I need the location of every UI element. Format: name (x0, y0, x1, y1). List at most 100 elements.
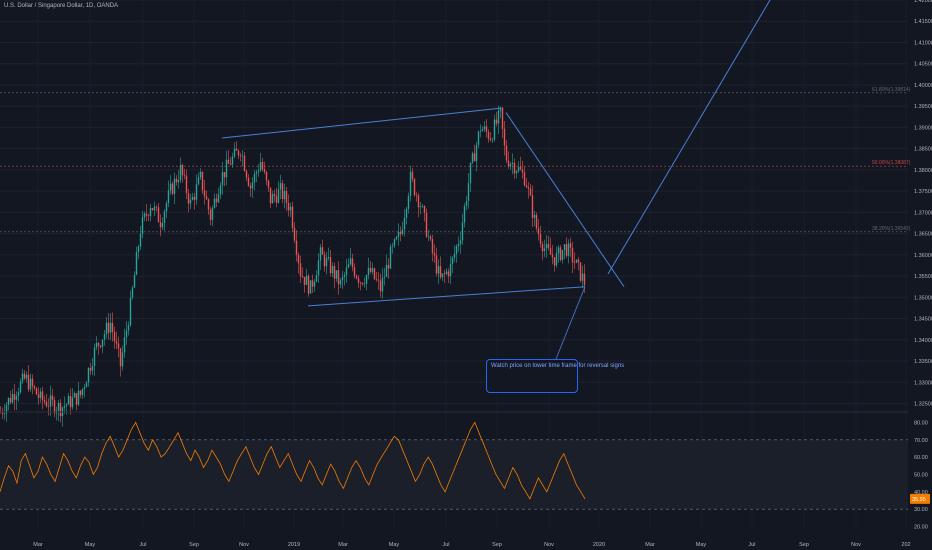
candle[interactable] (299, 255, 302, 283)
candle[interactable] (301, 267, 304, 278)
candle[interactable] (457, 236, 460, 252)
candle[interactable] (147, 213, 150, 222)
candle[interactable] (113, 326, 116, 349)
candle[interactable] (17, 387, 20, 402)
candle[interactable] (443, 269, 446, 284)
candle[interactable] (153, 201, 156, 217)
time-axis[interactable]: Mar May Jul Sep Nov 2019 Mar May Jul Sep Nov 2020 Ma… (33, 542, 910, 548)
candle[interactable] (79, 390, 82, 399)
candle[interactable] (545, 235, 548, 258)
candle[interactable] (119, 347, 122, 377)
candle[interactable] (49, 385, 52, 416)
candle[interactable] (269, 187, 272, 209)
candle[interactable] (383, 267, 386, 286)
candle[interactable] (57, 400, 60, 422)
candle[interactable] (21, 368, 24, 384)
candle[interactable] (573, 252, 576, 270)
trendline[interactable] (307, 286, 586, 307)
candle[interactable] (105, 317, 108, 339)
candle[interactable] (459, 232, 462, 254)
candle[interactable] (203, 180, 206, 205)
candle[interactable] (233, 142, 236, 159)
candle[interactable] (221, 161, 224, 195)
candle[interactable] (47, 398, 50, 416)
candle[interactable] (321, 239, 324, 255)
candle[interactable] (531, 185, 534, 228)
candle[interactable] (535, 212, 538, 231)
candle[interactable] (421, 203, 424, 208)
candle[interactable] (293, 222, 296, 244)
candle[interactable] (179, 157, 182, 183)
candle[interactable] (31, 374, 34, 395)
candle[interactable] (521, 160, 524, 179)
candle[interactable] (349, 247, 352, 266)
candle[interactable] (455, 244, 458, 263)
candle[interactable] (295, 230, 298, 262)
candle[interactable] (433, 244, 436, 263)
candle[interactable] (289, 202, 292, 218)
candle[interactable] (73, 391, 76, 398)
candle[interactable] (577, 256, 580, 271)
candle[interactable] (257, 164, 260, 177)
candle[interactable] (229, 157, 232, 166)
candle[interactable] (581, 265, 584, 289)
candle[interactable] (101, 339, 104, 354)
candle[interactable] (139, 226, 142, 250)
candle[interactable] (97, 342, 100, 355)
candle[interactable] (155, 205, 158, 212)
candle[interactable] (483, 121, 486, 132)
candle[interactable] (579, 262, 582, 283)
candle[interactable] (251, 176, 254, 198)
candle[interactable] (245, 169, 248, 182)
candle[interactable] (237, 149, 240, 159)
candle[interactable] (37, 387, 40, 405)
candle[interactable] (407, 192, 410, 214)
candle[interactable] (509, 161, 512, 171)
candle[interactable] (311, 274, 314, 294)
candle[interactable] (247, 174, 250, 187)
candle[interactable] (141, 210, 144, 239)
candle[interactable] (357, 274, 360, 288)
trendlines[interactable] (221, 0, 771, 360)
candle[interactable] (279, 174, 282, 200)
candle[interactable] (371, 262, 374, 275)
candle[interactable] (411, 167, 414, 183)
candle[interactable] (417, 193, 420, 218)
candle[interactable] (213, 193, 216, 209)
candle[interactable] (129, 290, 132, 327)
candle[interactable] (41, 386, 44, 410)
candle[interactable] (491, 137, 494, 143)
candle[interactable] (177, 170, 180, 189)
candle[interactable] (533, 210, 536, 227)
candle[interactable] (253, 169, 256, 191)
candle[interactable] (539, 226, 542, 248)
candle[interactable] (69, 388, 72, 415)
candle[interactable] (205, 190, 208, 200)
candle[interactable] (463, 203, 466, 228)
candle[interactable] (441, 273, 444, 281)
candle[interactable] (327, 247, 330, 261)
candle[interactable] (193, 192, 196, 210)
candle[interactable] (29, 373, 32, 392)
trendline[interactable] (221, 107, 501, 139)
candle[interactable] (541, 241, 544, 261)
candle[interactable] (515, 169, 518, 179)
candle[interactable] (317, 253, 320, 283)
candle[interactable] (163, 209, 166, 231)
candle[interactable] (11, 388, 14, 405)
candle[interactable] (127, 321, 130, 336)
candle[interactable] (525, 177, 528, 189)
candle[interactable] (35, 387, 38, 395)
candle[interactable] (261, 157, 264, 172)
candle[interactable] (217, 187, 220, 204)
candle[interactable] (25, 371, 28, 383)
rsi-line[interactable] (0, 421, 586, 500)
candle[interactable] (281, 180, 284, 204)
candle[interactable] (449, 255, 452, 285)
candle[interactable] (337, 261, 340, 295)
candle[interactable] (465, 195, 468, 211)
candle[interactable] (485, 119, 488, 138)
candle[interactable] (303, 276, 306, 293)
candle[interactable] (53, 396, 56, 418)
